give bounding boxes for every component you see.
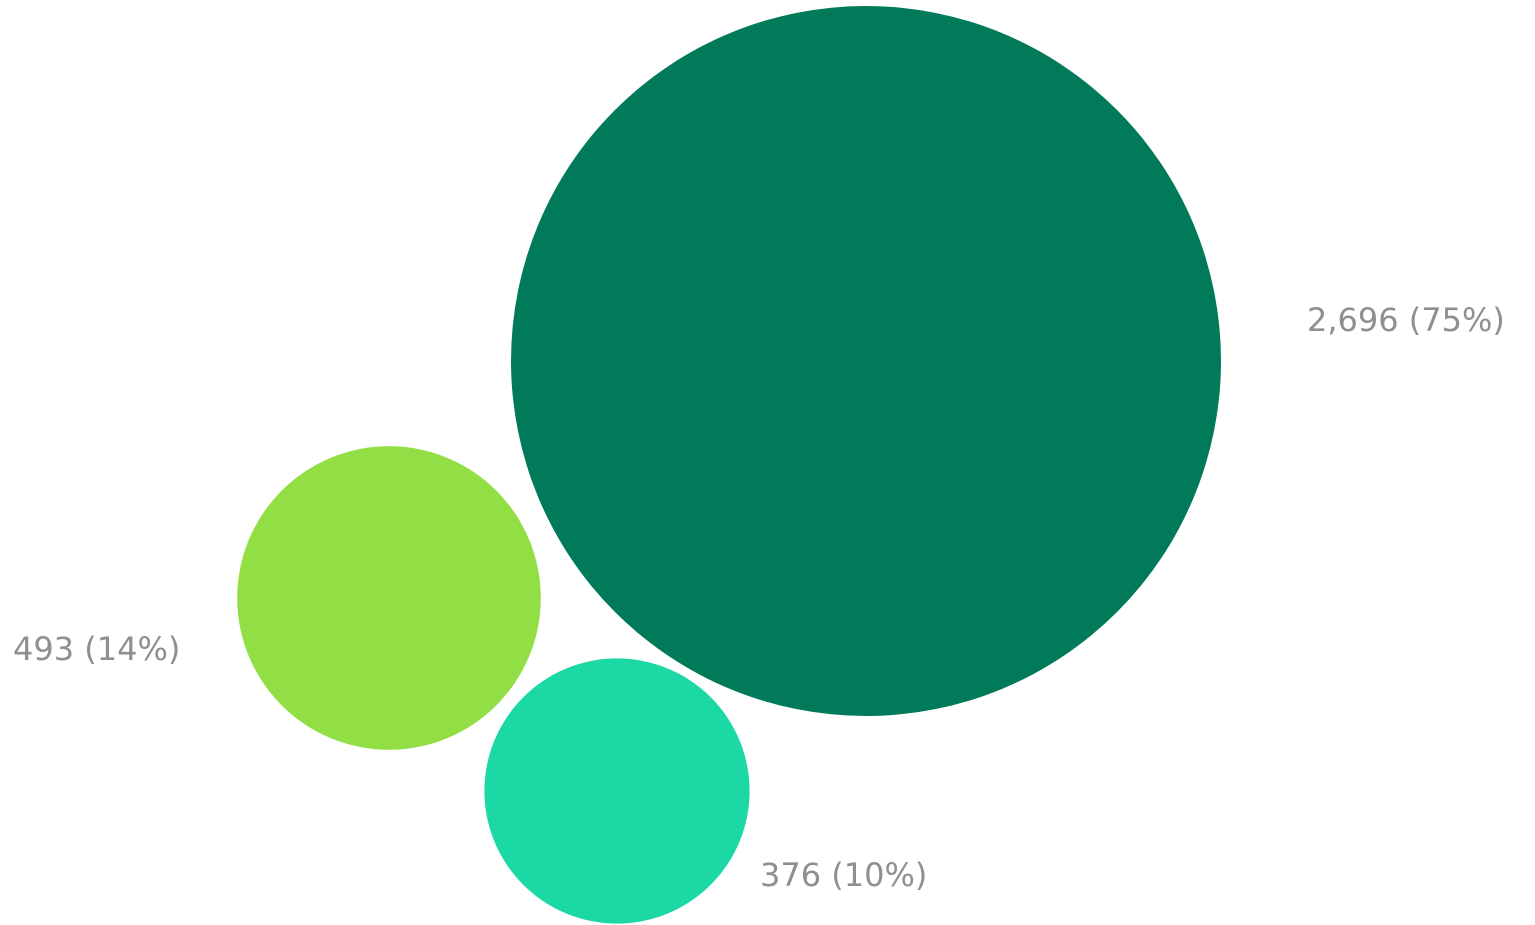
bubble-0[interactable] (511, 6, 1221, 716)
bubble-label-2: 376 (10%) (760, 856, 927, 894)
bubble-1[interactable] (237, 446, 541, 750)
labels-group: 2,696 (75%) 493 (14%) 376 (10%) (13, 301, 1505, 894)
bubble-2[interactable] (484, 658, 750, 924)
bubbles-group (237, 6, 1221, 924)
bubble-label-0: 2,696 (75%) (1307, 301, 1505, 339)
bubble-label-1: 493 (14%) (13, 630, 180, 668)
